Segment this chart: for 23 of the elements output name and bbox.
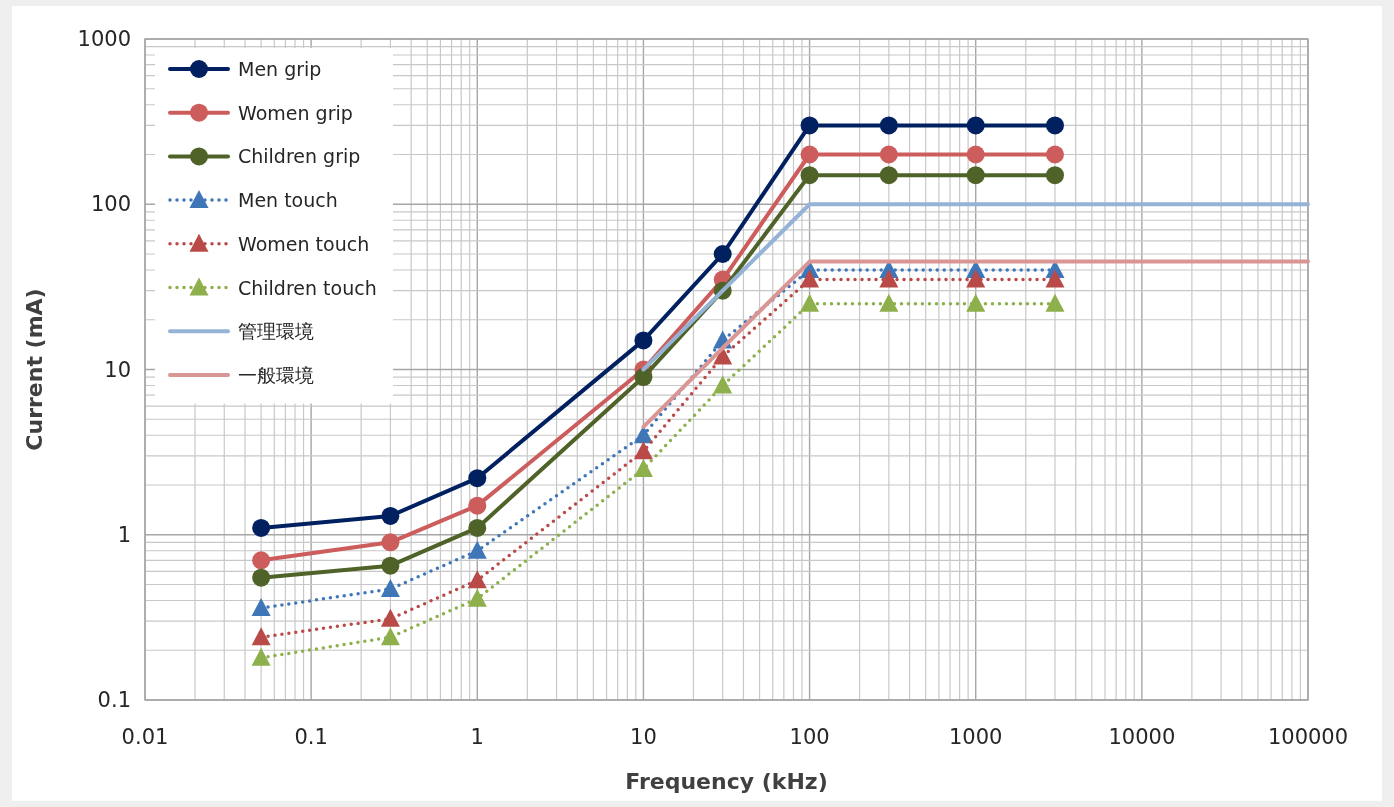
legend-label: Children grip: [238, 145, 361, 168]
x-tick-label: 100000: [1267, 725, 1349, 749]
x-tick-label: 10000: [1108, 725, 1176, 749]
y-axis-title: Current (mA): [22, 288, 47, 451]
y-tick-label: 1: [117, 522, 131, 547]
legend-label: Women grip: [238, 101, 353, 124]
legend-label: Men grip: [238, 58, 322, 80]
x-tick-label: 1000: [948, 725, 1003, 749]
legend-label: 一般環境: [238, 363, 314, 386]
legend-label: Women touch: [238, 232, 370, 255]
x-axis-title: Frequency (kHz): [625, 769, 828, 794]
legend-label: 管理環境: [238, 320, 314, 343]
x-tick-label: 10: [630, 725, 657, 749]
x-tick-label: 100: [789, 725, 830, 749]
legend-label: Children touch: [238, 276, 377, 299]
x-tick-label: 0.01: [121, 725, 169, 749]
y-tick-label: 1000: [77, 27, 131, 51]
y-tick-label: 100: [90, 192, 131, 217]
legend-label: Men touch: [238, 189, 338, 212]
y-tick-label: 10: [104, 357, 131, 382]
x-tick-label: 1: [470, 725, 484, 749]
x-tick-label: 0.1: [294, 725, 328, 749]
y-tick-label: 0.1: [97, 688, 131, 712]
